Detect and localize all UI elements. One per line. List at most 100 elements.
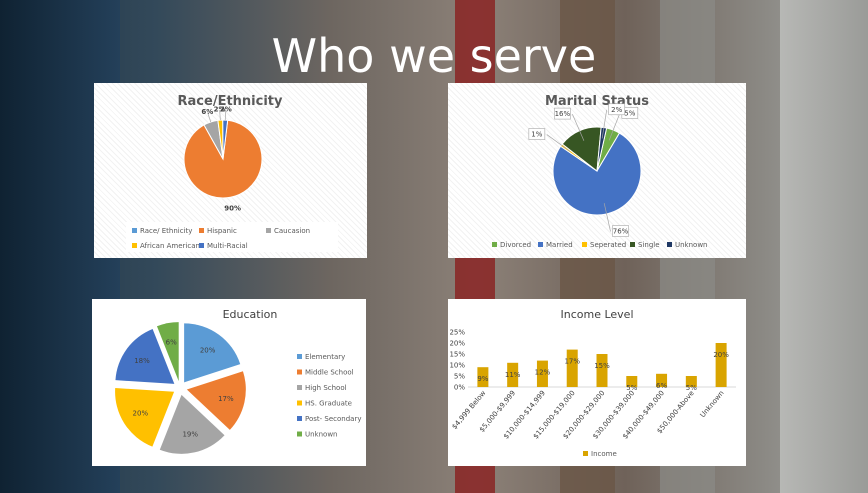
data-label: 12% [535, 369, 551, 377]
data-label: 20% [133, 410, 149, 418]
education-pie: 20% 17% 19% 20% 18% 6% [115, 322, 246, 454]
pie-slice-unknown [156, 322, 179, 382]
leader-line [608, 113, 621, 141]
data-label-box [554, 107, 571, 120]
legend-swatch [297, 431, 302, 437]
education-svg: Education 20% 17% 19% 20% 18% 6% Elementary Mi… [115, 308, 361, 454]
race-ethnicity-chart: Race/Ethnicity 90% 6% 2% 2% Race/ Ethnicity… [94, 83, 367, 258]
legend-entry: Post- Secondary [305, 415, 361, 423]
leader-line [546, 134, 571, 152]
leader-line [601, 109, 608, 139]
data-label: 76% [613, 228, 629, 236]
y-tick-label: 15% [449, 351, 465, 359]
y-tick-label: 25% [449, 329, 465, 337]
legend-swatch [492, 242, 497, 247]
legend-entry: Caucasion [274, 227, 310, 235]
education-chart: Education 20% 17% 19% 20% 18% 6% Elementary Mi… [92, 299, 366, 466]
bar [536, 360, 548, 387]
legend-swatch [132, 228, 137, 233]
data-label: 20% [713, 351, 729, 359]
bar [566, 349, 578, 387]
data-label: 90% [224, 205, 241, 213]
legend-entry: Hispanic [207, 227, 237, 235]
legend-entry: Divorced [500, 241, 531, 249]
data-label-box [528, 128, 546, 140]
income-bars: 0%5%10%15%20%25%9%$4,999 Below11%$5,000-… [449, 329, 736, 458]
data-label: 9% [477, 375, 488, 383]
marital-status-svg: Marital Status 5% 76% 1% 16% 2% Divorced Marr… [492, 94, 708, 249]
legend-entry: Multi-Racial [207, 242, 248, 250]
data-label: 15% [594, 362, 610, 370]
leader-line [207, 112, 212, 123]
legend-entry: Single [638, 241, 660, 249]
data-label: 2% [214, 106, 226, 114]
pie-slice-middle-school [186, 371, 246, 430]
legend-entry: Married [546, 241, 573, 249]
leader-line [224, 110, 227, 121]
legend-entry: High School [305, 384, 347, 392]
marital-pie: 5% 76% 1% 16% 2% [528, 103, 642, 237]
x-tick-label: Unknown [699, 389, 726, 419]
legend-swatch [297, 385, 302, 390]
data-label-box [612, 225, 629, 237]
data-label: 19% [182, 430, 198, 438]
leader-line [603, 203, 611, 232]
data-label: 17% [218, 395, 234, 403]
data-label: 1% [531, 131, 542, 139]
legend-entry: African American [140, 242, 200, 250]
bar [477, 367, 489, 387]
marital-status-chart: Marital Status 5% 76% 1% 16% 2% Divorced Marr… [448, 83, 746, 258]
y-tick-label: 20% [449, 340, 465, 348]
data-label: 2% [220, 106, 232, 114]
legend-swatch [538, 242, 543, 247]
pie-slice-high-school [159, 394, 225, 454]
bar [507, 362, 519, 387]
y-tick-label: 0% [454, 384, 465, 392]
legend-entry: Income [591, 450, 617, 458]
legend-entry: Elementary [305, 353, 345, 361]
legend-swatch [132, 243, 137, 248]
education-legend: Elementary Middle School High School HS. Gr… [297, 353, 361, 439]
legend-swatch [297, 369, 302, 375]
bar [715, 343, 727, 387]
data-label: 20% [200, 346, 216, 354]
legend-swatch [199, 243, 204, 248]
data-label: 11% [505, 371, 521, 379]
data-label: 6% [201, 108, 213, 116]
legend-swatch [297, 416, 302, 421]
data-label: 17% [564, 358, 580, 366]
legend-swatch [297, 400, 302, 406]
data-label-box [608, 103, 626, 116]
pie-slice-elementary [184, 323, 241, 383]
legend-swatch [266, 228, 271, 233]
data-label: 5% [624, 109, 635, 117]
data-label: 18% [134, 357, 150, 365]
legend-entry: Unknown [675, 241, 708, 249]
legend-swatch [297, 354, 302, 359]
income-level-chart: Income Level 0% 5% 10% 15% 20% 25% 9% $4,999 Be… [448, 299, 746, 466]
data-label: 16% [555, 110, 571, 118]
legend-background [126, 222, 338, 252]
legend-swatch [630, 242, 635, 247]
chart-title: Race/Ethnicity [178, 94, 283, 109]
chart-title: Education [223, 308, 278, 321]
chart-title: Income Level [560, 308, 633, 321]
race-ethnicity-svg: Race/Ethnicity 90%6% 2%2% Race/ Ethnicity… [126, 94, 338, 252]
y-tick-label: 10% [449, 362, 465, 370]
legend-swatch [667, 242, 672, 247]
pie-slice-post-secondary [115, 329, 175, 384]
legend-swatch [199, 228, 204, 233]
bar [685, 376, 697, 387]
pie-slice-hs-graduate [115, 388, 175, 447]
data-label: 5% [686, 384, 697, 392]
data-label: 6% [656, 382, 667, 390]
bar [626, 376, 638, 387]
data-label: 5% [626, 384, 637, 392]
marital-legend: Divorced Married Seperated Single Unknown [492, 241, 708, 249]
race-pie: 90%6% 2%2% [183, 106, 263, 213]
legend-entry: Middle School [305, 369, 354, 377]
data-label: 6% [166, 338, 177, 346]
bg-book-light [780, 0, 868, 493]
legend-entry: Unknown [305, 431, 338, 439]
race-legend: Race/ Ethnicity Hispanic Caucasion African … [126, 222, 338, 252]
